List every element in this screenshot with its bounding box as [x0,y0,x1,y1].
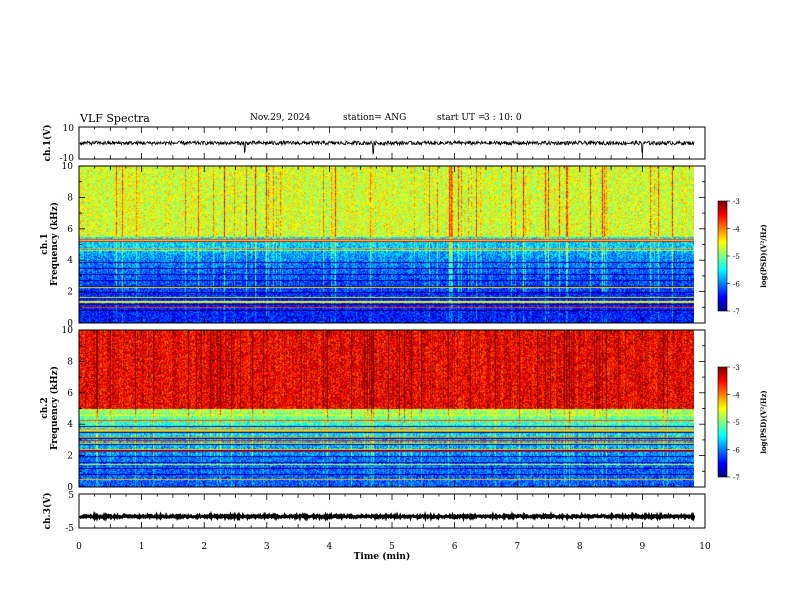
spectrogram-image [79,166,694,323]
ch1-trace [79,139,695,155]
colorbar-tick-label: -3 [733,198,740,206]
y-tick-label: 0 [67,319,73,329]
ch1-spectrogram-ylabel-freq: Frequency (kHz) [49,202,60,286]
x-axis-label: Time (min) [354,551,411,562]
colorbar-tick-label: -5 [733,419,740,427]
colorbar-tick-label: -5 [733,253,740,261]
y-tick-label: -10 [60,154,75,164]
y-tick-label: 2 [67,452,73,462]
x-tick-label: 2 [201,542,207,552]
x-tick-label: 7 [514,542,520,552]
spectrogram-image [79,330,694,487]
header-date: Nov.29, 2024 [250,113,311,123]
ch2-spectrogram [78,329,706,488]
colorbar-tick-label: -4 [733,226,740,234]
ch1-spectrogram [78,165,706,324]
colorbar [717,200,728,312]
header-start-label: start UT = [437,113,486,123]
colorbar-label: log(PSD)(V²/Hz) [759,224,768,288]
x-tick-label: 0 [76,542,82,552]
y-tick-label: -5 [65,524,74,534]
colorbar-tick-label: -6 [733,281,740,289]
y-tick-label: 0 [67,483,73,493]
y-tick-label: 4 [67,420,73,430]
x-tick-label: 10 [699,542,711,552]
x-tick-label: 8 [577,542,583,552]
ch1-spectrogram-ylabel: ch.1 [40,233,50,254]
y-tick-label: 5 [68,491,74,501]
ch1-ylabel: ch.1(V) [42,125,53,162]
y-tick-label: 6 [67,225,73,235]
y-tick-label: 2 [67,288,73,298]
colorbar-label: log(PSD)(V²/Hz) [759,390,768,454]
y-tick-label: 8 [67,193,73,203]
header-start-time: 3 : 10: 0 [484,113,522,123]
x-tick-label: 3 [264,542,270,552]
ch3-trace [78,510,696,523]
ch2-spectrogram-ylabel: ch.2 [40,397,50,418]
x-tick-label: 1 [139,542,145,552]
y-tick-label: 10 [62,162,74,172]
ch3-ylabel: ch.3(V) [42,493,53,530]
x-tick-label: 4 [327,542,333,552]
x-tick-label: 5 [389,542,395,552]
colorbar-tick-label: -3 [733,364,740,372]
y-tick-label: 10 [62,326,74,336]
colorbar-tick-label: -7 [733,474,740,482]
colorbar [717,366,728,478]
colorbar-tick-label: -7 [733,308,740,316]
colorbar-tick-label: -4 [733,392,740,400]
figure-title: VLF Spectra [80,112,150,125]
header-station: station= ANG [343,113,407,123]
ch2-spectrogram-ylabel-freq: Frequency (kHz) [49,366,60,450]
y-tick-label: 8 [67,357,73,367]
y-tick-label: 4 [67,256,73,266]
x-tick-label: 9 [640,542,646,552]
y-tick-label: 6 [67,389,73,399]
colorbar-tick-label: -6 [733,447,740,455]
y-tick-label: 10 [63,124,75,134]
x-tick-label: 6 [452,542,458,552]
